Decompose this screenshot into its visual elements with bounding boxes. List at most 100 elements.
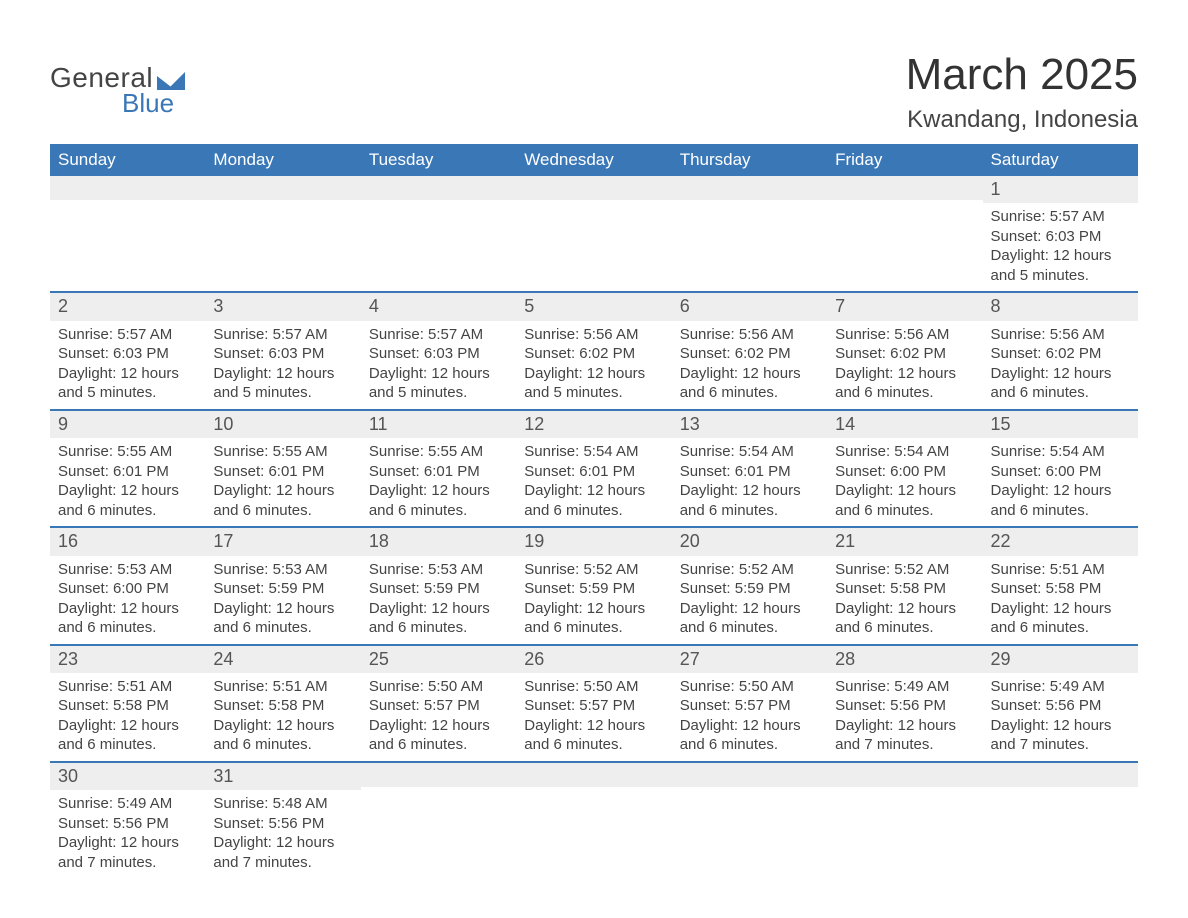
header-bar: General Blue March 2025 Kwandang, Indone…	[50, 50, 1138, 134]
day-data: Sunrise: 5:54 AMSunset: 6:00 PMDaylight:…	[827, 438, 982, 526]
sunset-text: Sunset: 6:01 PM	[680, 462, 819, 482]
daylight-text: Daylight: 12 hours and 6 minutes.	[524, 716, 663, 755]
calendar-cell: 12Sunrise: 5:54 AMSunset: 6:01 PMDayligh…	[516, 410, 671, 527]
daylight-text: Daylight: 12 hours and 6 minutes.	[991, 481, 1130, 520]
weekday-header: Sunday	[50, 144, 205, 176]
day-number	[672, 763, 827, 787]
day-number	[516, 176, 671, 200]
daylight-text: Daylight: 12 hours and 6 minutes.	[213, 481, 352, 520]
calendar-cell: 18Sunrise: 5:53 AMSunset: 5:59 PMDayligh…	[361, 527, 516, 644]
calendar-row: 30 Sunrise: 5:49 AM Sunset: 5:56 PM Dayligh…	[50, 762, 1138, 878]
day-data: Sunrise: 5:56 AMSunset: 6:02 PMDaylight:…	[516, 321, 671, 409]
calendar-cell: 25Sunrise: 5:50 AMSunset: 5:57 PMDayligh…	[361, 645, 516, 762]
daylight-text: Daylight: 12 hours and 6 minutes.	[991, 599, 1130, 638]
day-number: 3	[205, 293, 360, 320]
sunrise-text: Sunrise: 5:50 AM	[680, 677, 819, 697]
sunrise-text: Sunrise: 5:54 AM	[835, 442, 974, 462]
sunrise-text: Sunrise: 5:54 AM	[991, 442, 1130, 462]
sunset-text: Sunset: 6:02 PM	[991, 344, 1130, 364]
location-label: Kwandang, Indonesia	[906, 106, 1138, 134]
sunset-text: Sunset: 6:02 PM	[680, 344, 819, 364]
daylight-text: Daylight: 12 hours and 6 minutes.	[835, 481, 974, 520]
calendar-cell: 8Sunrise: 5:56 AMSunset: 6:02 PMDaylight…	[983, 292, 1138, 409]
daylight-text: Daylight: 12 hours and 6 minutes.	[524, 599, 663, 638]
day-number: 12	[516, 411, 671, 438]
day-number: 28	[827, 646, 982, 673]
sunrise-text: Sunrise: 5:57 AM	[991, 207, 1130, 227]
day-data: Sunrise: 5:51 AMSunset: 5:58 PMDaylight:…	[983, 556, 1138, 644]
sunrise-text: Sunrise: 5:51 AM	[213, 677, 352, 697]
day-number	[361, 176, 516, 200]
day-number: 24	[205, 646, 360, 673]
calendar-body: 1Sunrise: 5:57 AMSunset: 6:03 PMDaylight…	[50, 176, 1138, 878]
day-number: 30	[50, 763, 205, 790]
calendar-cell: 11Sunrise: 5:55 AMSunset: 6:01 PMDayligh…	[361, 410, 516, 527]
day-data: Sunrise: 5:54 AMSunset: 6:00 PMDaylight:…	[983, 438, 1138, 526]
daylight-text: Daylight: 12 hours and 6 minutes.	[991, 364, 1130, 403]
sunrise-text: Sunrise: 5:57 AM	[369, 325, 508, 345]
day-data: Sunrise: 5:54 AMSunset: 6:01 PMDaylight:…	[516, 438, 671, 526]
sunrise-text: Sunrise: 5:55 AM	[58, 442, 197, 462]
day-number: 10	[205, 411, 360, 438]
calendar-row: 9Sunrise: 5:55 AMSunset: 6:01 PMDaylight…	[50, 410, 1138, 527]
day-number: 8	[983, 293, 1138, 320]
day-data: Sunrise: 5:49 AMSunset: 5:56 PMDaylight:…	[827, 673, 982, 761]
daylight-text: Daylight: 12 hours and 6 minutes.	[369, 716, 508, 755]
calendar-cell: 17Sunrise: 5:53 AMSunset: 5:59 PMDayligh…	[205, 527, 360, 644]
sunset-text: Sunset: 5:56 PM	[991, 696, 1130, 716]
day-data: Sunrise: 5:57 AMSunset: 6:03 PMDaylight:…	[205, 321, 360, 409]
sunset-text: Sunset: 6:02 PM	[835, 344, 974, 364]
sunset-text: Sunset: 6:02 PM	[524, 344, 663, 364]
day-number	[983, 763, 1138, 787]
calendar-header: Sunday Monday Tuesday Wednesday Thursday…	[50, 144, 1138, 176]
daylight-text: Daylight: 12 hours and 7 minutes.	[58, 833, 197, 872]
daylight-text: Daylight: 12 hours and 7 minutes.	[835, 716, 974, 755]
day-number: 18	[361, 528, 516, 555]
sunset-text: Sunset: 6:03 PM	[991, 227, 1130, 247]
day-number	[361, 763, 516, 787]
calendar-cell: 3Sunrise: 5:57 AMSunset: 6:03 PMDaylight…	[205, 292, 360, 409]
calendar-cell	[361, 176, 516, 292]
day-data: Sunrise: 5:55 AMSunset: 6:01 PMDaylight:…	[50, 438, 205, 526]
calendar-cell: 6Sunrise: 5:56 AMSunset: 6:02 PMDaylight…	[672, 292, 827, 409]
weekday-header: Friday	[827, 144, 982, 176]
day-number	[672, 176, 827, 200]
calendar-cell: 20Sunrise: 5:52 AMSunset: 5:59 PMDayligh…	[672, 527, 827, 644]
calendar-cell	[827, 176, 982, 292]
calendar-cell: 5Sunrise: 5:56 AMSunset: 6:02 PMDaylight…	[516, 292, 671, 409]
logo-text-blue: Blue	[122, 88, 174, 119]
day-number: 4	[361, 293, 516, 320]
daylight-text: Daylight: 12 hours and 6 minutes.	[58, 716, 197, 755]
sunrise-text: Sunrise: 5:49 AM	[58, 794, 197, 814]
weekday-header: Thursday	[672, 144, 827, 176]
calendar-cell	[50, 176, 205, 292]
daylight-text: Daylight: 12 hours and 6 minutes.	[213, 716, 352, 755]
sunrise-text: Sunrise: 5:55 AM	[213, 442, 352, 462]
day-data: Sunrise: 5:52 AMSunset: 5:59 PMDaylight:…	[672, 556, 827, 644]
sunrise-text: Sunrise: 5:53 AM	[213, 560, 352, 580]
sunrise-text: Sunrise: 5:57 AM	[58, 325, 197, 345]
heading: March 2025 Kwandang, Indonesia	[906, 50, 1138, 134]
calendar-cell: 4 Sunrise: 5:57 AMSunset: 6:03 PMDaylight…	[361, 292, 516, 409]
daylight-text: Daylight: 12 hours and 6 minutes.	[680, 716, 819, 755]
sunset-text: Sunset: 6:03 PM	[369, 344, 508, 364]
sunset-text: Sunset: 5:58 PM	[213, 696, 352, 716]
daylight-text: Daylight: 12 hours and 5 minutes.	[369, 364, 508, 403]
sunset-text: Sunset: 5:57 PM	[524, 696, 663, 716]
day-number	[516, 763, 671, 787]
calendar-cell	[516, 762, 671, 878]
sunrise-text: Sunrise: 5:52 AM	[680, 560, 819, 580]
weekday-header: Saturday	[983, 144, 1138, 176]
sunset-text: Sunset: 5:56 PM	[213, 814, 352, 834]
sunset-text: Sunset: 5:58 PM	[835, 579, 974, 599]
daylight-text: Daylight: 12 hours and 6 minutes.	[680, 364, 819, 403]
calendar-cell: 26Sunrise: 5:50 AMSunset: 5:57 PMDayligh…	[516, 645, 671, 762]
day-data: Sunrise: 5:53 AMSunset: 6:00 PMDaylight:…	[50, 556, 205, 644]
day-number: 5	[516, 293, 671, 320]
day-number: 9	[50, 411, 205, 438]
day-number: 19	[516, 528, 671, 555]
daylight-text: Daylight: 12 hours and 6 minutes.	[835, 364, 974, 403]
calendar-cell	[983, 762, 1138, 878]
sunrise-text: Sunrise: 5:53 AM	[58, 560, 197, 580]
sunset-text: Sunset: 6:01 PM	[524, 462, 663, 482]
